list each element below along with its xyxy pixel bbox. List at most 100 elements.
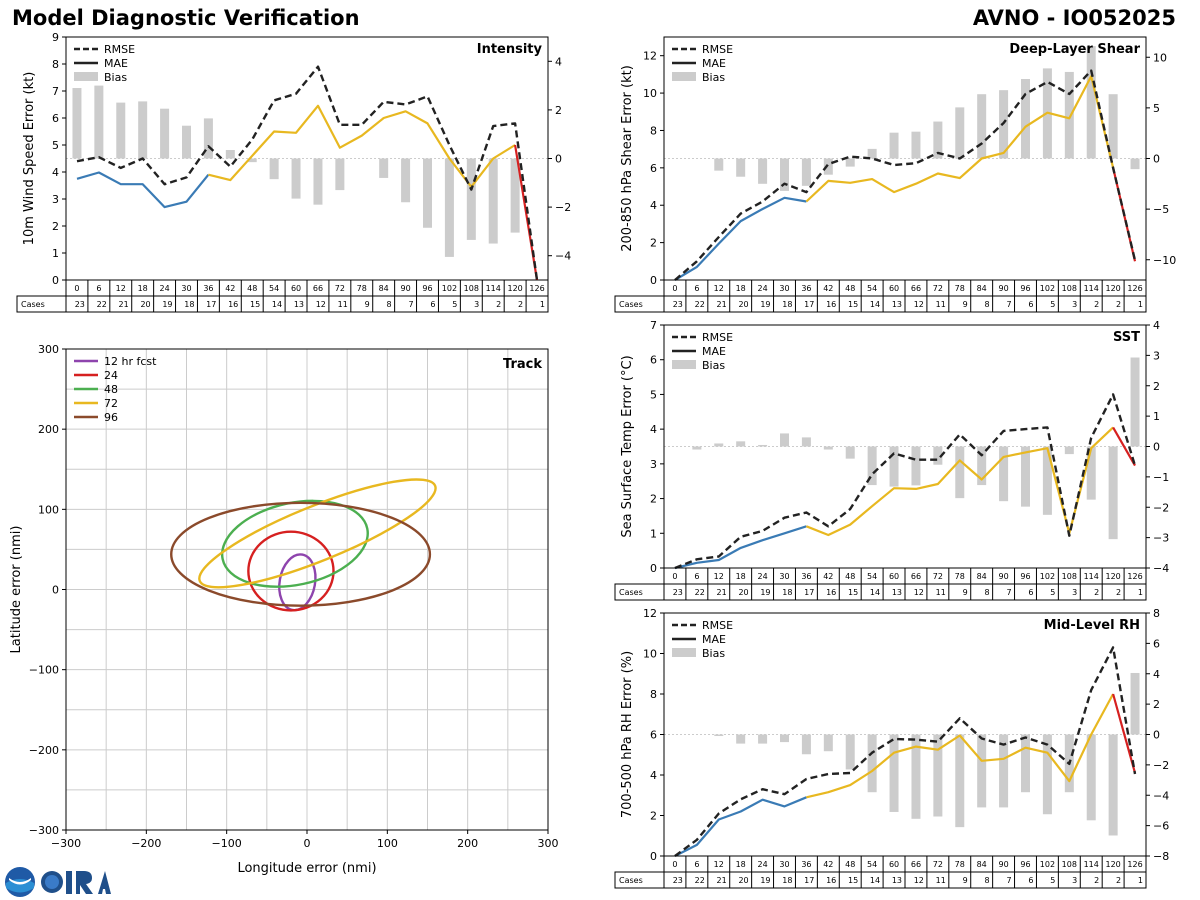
legend-bias-swatch bbox=[672, 72, 696, 81]
bias-bar bbox=[736, 158, 746, 177]
y-tick-label: 300 bbox=[38, 343, 59, 356]
y-tick-label: 0 bbox=[52, 274, 59, 287]
bias-bar bbox=[845, 158, 855, 167]
y2-tick-label: −5 bbox=[1153, 203, 1169, 216]
bias-bar bbox=[510, 158, 520, 233]
bias-bar bbox=[72, 88, 82, 159]
bias-bar bbox=[379, 158, 389, 178]
bias-bar bbox=[1130, 357, 1140, 447]
cases-row bbox=[16, 295, 549, 313]
lead-time-label: 42 bbox=[823, 860, 833, 869]
bias-bar bbox=[801, 734, 811, 755]
lead-time-label: 66 bbox=[911, 284, 921, 293]
y-tick-label: 7 bbox=[52, 85, 59, 98]
lead-time-label: 126 bbox=[529, 284, 544, 293]
x-tick-label: −200 bbox=[131, 837, 161, 850]
mae-line-late bbox=[1112, 426, 1136, 467]
mae-line-late bbox=[1112, 693, 1137, 774]
y2-tick-label: −4 bbox=[555, 250, 571, 263]
case-count: 8 bbox=[985, 876, 990, 885]
x-tick-label: 200 bbox=[457, 837, 478, 850]
cases-row bbox=[614, 295, 1147, 313]
y-tick-label: 4 bbox=[650, 423, 657, 436]
lead-time-label: 90 bbox=[998, 284, 1008, 293]
bias-bar bbox=[977, 94, 987, 159]
lead-time-label: 18 bbox=[736, 572, 746, 581]
bias-bar bbox=[466, 158, 476, 240]
y-axis-label: 200-850 hPa Shear Error (kt) bbox=[620, 65, 635, 252]
case-count: 18 bbox=[782, 876, 792, 885]
case-count: 22 bbox=[97, 300, 107, 309]
mae-line-early bbox=[674, 525, 807, 570]
cases-label: Cases bbox=[619, 588, 643, 597]
bias-bar bbox=[758, 444, 768, 447]
case-count: 9 bbox=[963, 300, 968, 309]
y-tick-label: 4 bbox=[650, 769, 657, 782]
lead-time-label: 24 bbox=[159, 284, 169, 293]
bias-bar bbox=[1042, 446, 1052, 515]
y-tick-label: 3 bbox=[650, 458, 657, 471]
y-tick-label: 200 bbox=[38, 423, 59, 436]
bias-bar bbox=[488, 158, 498, 244]
y2-tick-label: 1 bbox=[1153, 410, 1160, 423]
bias-bar bbox=[955, 734, 965, 828]
case-count: 23 bbox=[673, 876, 683, 885]
legend-bias-swatch bbox=[672, 360, 696, 369]
y-tick-label: 8 bbox=[650, 124, 657, 137]
y2-tick-label: −8 bbox=[1153, 850, 1169, 863]
bias-bar bbox=[1086, 734, 1096, 821]
lead-time-label: 48 bbox=[247, 284, 257, 293]
case-count: 1 bbox=[1138, 876, 1143, 885]
lead-time-label: 96 bbox=[422, 284, 432, 293]
legend-mae-label: MAE bbox=[702, 57, 726, 70]
y2-tick-label: 4 bbox=[1153, 668, 1160, 681]
bias-bar bbox=[1064, 446, 1074, 455]
case-count: 19 bbox=[162, 300, 172, 309]
lead-time-label: 114 bbox=[1084, 860, 1099, 869]
lead-time-label: 42 bbox=[823, 572, 833, 581]
lead-time-label: 0 bbox=[672, 860, 677, 869]
legend-rmse-label: RMSE bbox=[702, 619, 733, 632]
rmse-line bbox=[674, 646, 1137, 857]
legend-rmse-label: RMSE bbox=[702, 43, 733, 56]
lead-time-label: 36 bbox=[801, 284, 811, 293]
bias-bar bbox=[801, 158, 811, 186]
case-count: 3 bbox=[1072, 876, 1077, 885]
lead-time-label: 42 bbox=[225, 284, 235, 293]
lead-time-label: 72 bbox=[335, 284, 345, 293]
lead-time-label: 114 bbox=[1084, 572, 1099, 581]
case-count: 1 bbox=[540, 300, 545, 309]
case-count: 13 bbox=[892, 300, 902, 309]
y-tick-label: −200 bbox=[29, 744, 59, 757]
legend-rmse-label: RMSE bbox=[104, 43, 135, 56]
bias-bar bbox=[911, 446, 921, 486]
lead-time-label: 24 bbox=[757, 284, 767, 293]
y-tick-label: 5 bbox=[650, 388, 657, 401]
lead-time-label: 78 bbox=[357, 284, 367, 293]
case-count: 14 bbox=[870, 876, 880, 885]
bias-bar bbox=[269, 158, 279, 180]
y-tick-label: 8 bbox=[52, 58, 59, 71]
case-count: 15 bbox=[848, 300, 858, 309]
y2-tick-label: 4 bbox=[1153, 319, 1160, 332]
lead-time-label: 24 bbox=[757, 860, 767, 869]
case-count: 12 bbox=[316, 300, 326, 309]
case-count: 7 bbox=[408, 300, 413, 309]
bias-bar bbox=[780, 158, 789, 191]
case-count: 20 bbox=[738, 876, 748, 885]
lead-time-label: 48 bbox=[845, 572, 855, 581]
case-count: 15 bbox=[848, 588, 858, 597]
case-count: 22 bbox=[695, 588, 705, 597]
rmse-line bbox=[674, 69, 1137, 281]
y2-tick-label: 3 bbox=[1153, 349, 1160, 362]
y-tick-label: 0 bbox=[650, 562, 657, 575]
lead-time-label: 102 bbox=[1040, 284, 1055, 293]
y-tick-label: 2 bbox=[650, 810, 657, 823]
cira-logo bbox=[41, 871, 111, 894]
bias-bar bbox=[116, 102, 126, 159]
y-tick-label: 2 bbox=[650, 237, 657, 250]
lead-time-label: 60 bbox=[889, 572, 899, 581]
bias-bar bbox=[182, 125, 191, 159]
case-count: 3 bbox=[1072, 588, 1077, 597]
